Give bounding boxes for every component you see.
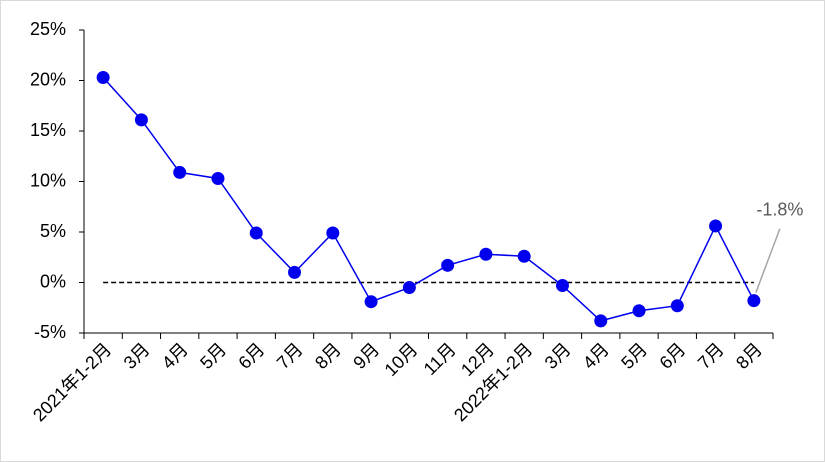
data-point bbox=[594, 314, 608, 328]
data-point bbox=[288, 265, 302, 279]
data-point bbox=[555, 279, 569, 293]
data-point bbox=[364, 295, 378, 309]
data-point bbox=[249, 226, 263, 240]
data-point bbox=[441, 258, 455, 272]
data-point bbox=[326, 226, 340, 240]
data-label: -1.8% bbox=[756, 199, 803, 219]
data-point bbox=[747, 294, 761, 308]
y-tick-label: -5% bbox=[34, 322, 66, 342]
y-tick-label: 25% bbox=[30, 19, 66, 39]
data-point bbox=[96, 70, 110, 84]
data-point bbox=[517, 249, 531, 263]
data-point bbox=[670, 299, 684, 313]
label-leader bbox=[755, 228, 781, 293]
y-tick-label: 0% bbox=[40, 271, 66, 291]
data-point bbox=[402, 281, 416, 295]
data-point bbox=[134, 113, 148, 127]
data-point bbox=[173, 165, 187, 179]
y-tick-label: 10% bbox=[30, 170, 66, 190]
data-point bbox=[479, 247, 493, 261]
data-point bbox=[211, 171, 225, 185]
y-tick-label: 5% bbox=[40, 221, 66, 241]
y-tick-label: 15% bbox=[30, 120, 66, 140]
data-point bbox=[709, 219, 723, 233]
y-tick-label: 20% bbox=[30, 69, 66, 89]
data-point bbox=[632, 304, 646, 318]
